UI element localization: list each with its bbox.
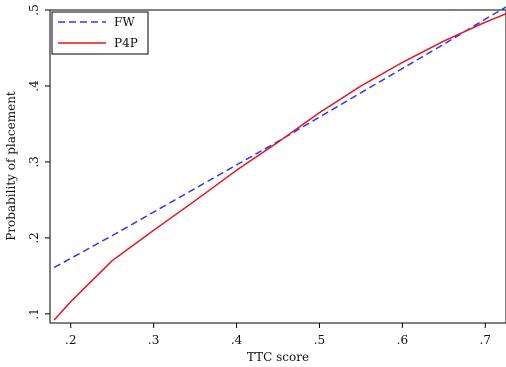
x-axis: .2 .3 .4 .5 .6 .7 <box>65 323 491 347</box>
x-tick-label: .6 <box>397 333 408 347</box>
y-tick-label: .3 <box>27 156 41 167</box>
y-tick-label: .4 <box>27 80 41 92</box>
legend-box <box>51 11 149 55</box>
x-tick-label: .7 <box>480 333 491 347</box>
x-axis-title: TTC score <box>247 350 309 364</box>
legend-label-fw: FW <box>114 15 135 29</box>
series-layer <box>53 6 506 321</box>
y-axis-title: Probability of placement <box>4 91 18 241</box>
x-tick-label: .4 <box>231 333 243 347</box>
y-tick-label: .1 <box>27 308 41 319</box>
series-line-fw <box>53 6 506 269</box>
y-axis: .1 .2 .3 .4 .5 <box>27 4 50 320</box>
legend: FW P4P <box>51 11 149 55</box>
x-tick-label: .2 <box>65 333 76 347</box>
legend-label-p4p: P4P <box>114 36 138 50</box>
x-tick-label: .3 <box>148 333 159 347</box>
plot-area <box>49 9 506 324</box>
y-tick-label: .2 <box>27 232 41 243</box>
x-tick-label: .5 <box>314 333 325 347</box>
series-line-p4p <box>53 13 506 321</box>
y-tick-label: .5 <box>27 4 41 15</box>
